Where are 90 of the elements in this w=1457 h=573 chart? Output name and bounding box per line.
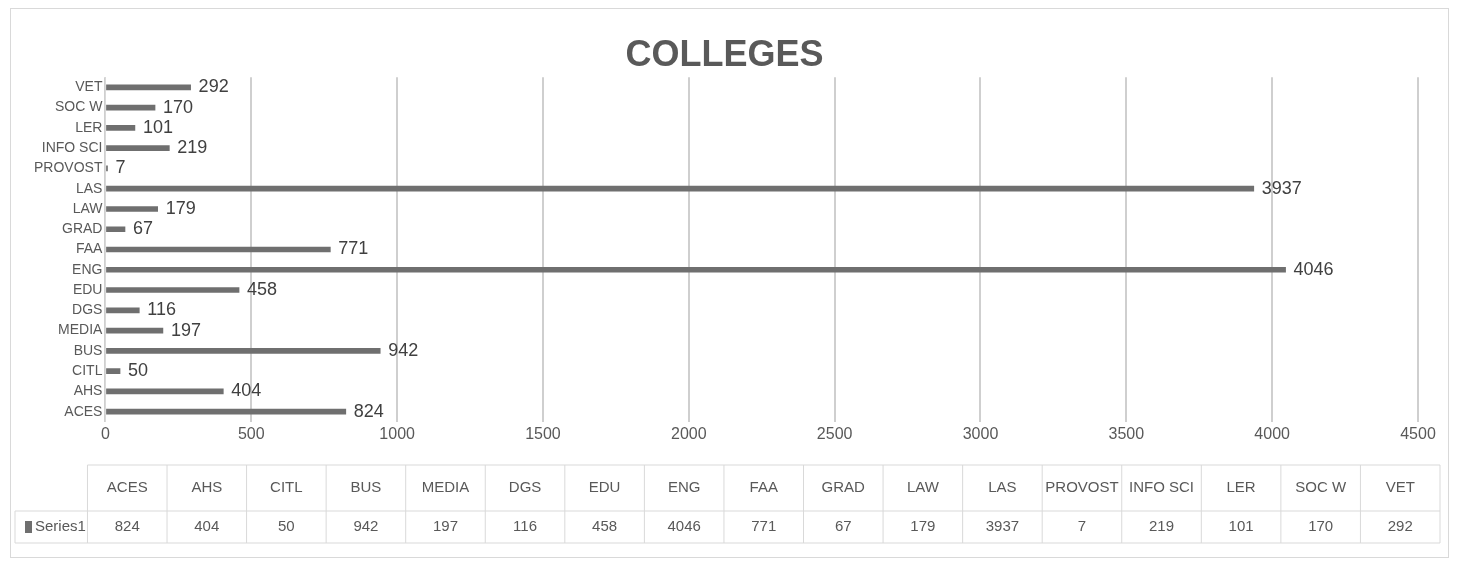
category-label: SOC W	[1295, 478, 1347, 496]
data-label: 219	[1149, 517, 1175, 535]
bar	[106, 206, 158, 212]
bar	[106, 145, 170, 151]
data-label: 101	[142, 116, 173, 137]
category-label: DGS	[508, 478, 542, 496]
y-tick-label: EDU	[72, 280, 103, 297]
x-tick-label: 4500	[1400, 424, 1436, 442]
y-tick-label: ACES	[64, 402, 103, 419]
y-tick-label: LER	[75, 118, 103, 135]
category-label: BUS	[350, 478, 382, 496]
data-label: 7	[1077, 517, 1087, 535]
data-label: 67	[133, 218, 154, 239]
y-tick-label: BUS	[73, 341, 103, 358]
category-label: FAA	[749, 478, 778, 496]
y-tick-label: FAA	[75, 240, 104, 257]
data-label: 197	[170, 319, 201, 340]
data-label: 942	[353, 517, 379, 535]
data-label: 824	[353, 400, 384, 421]
data-label: 404	[194, 517, 220, 535]
category-label: ACES	[106, 478, 148, 496]
bar	[106, 266, 1286, 273]
data-label: 170	[1308, 517, 1334, 535]
x-tick-label: 500	[237, 424, 265, 442]
bar	[106, 368, 121, 374]
y-tick-label: SOC W	[55, 98, 104, 115]
chart-title: COLLEGES	[625, 32, 824, 74]
data-label: 458	[247, 279, 278, 300]
category-label: GRAD	[821, 478, 866, 496]
bar	[106, 125, 136, 131]
x-tick-label: 3500	[1108, 424, 1145, 442]
x-tick-label: 1000	[379, 424, 416, 442]
data-label: 292	[198, 76, 229, 97]
x-tick-label: 2000	[671, 424, 707, 442]
category-label: LAW	[906, 478, 940, 496]
y-tick-label: LAS	[75, 179, 103, 196]
data-label: 116	[513, 517, 537, 535]
data-label: 771	[751, 517, 777, 535]
category-label: ENG	[667, 478, 701, 496]
data-label: 197	[432, 517, 458, 535]
bar	[106, 307, 140, 314]
data-label: 116	[147, 299, 176, 320]
y-tick-label: LAW	[72, 199, 104, 216]
y-tick-label: CITL	[72, 361, 103, 378]
y-tick-label: GRAD	[62, 220, 103, 237]
y-tick-label: INFO SCI	[41, 139, 103, 156]
y-tick-label: DGS	[72, 301, 103, 318]
data-label: 170	[163, 96, 194, 117]
data-label: 101	[1228, 517, 1254, 535]
category-label: INFO SCI	[1129, 478, 1195, 496]
bar	[106, 185, 1255, 192]
category-label: VET	[1385, 478, 1415, 496]
data-label: 458	[592, 517, 618, 535]
data-label: 292	[1387, 517, 1413, 535]
bar	[106, 226, 126, 233]
y-tick-label: PROVOST	[33, 159, 103, 176]
data-label: 771	[338, 238, 369, 259]
y-tick-label: VET	[75, 78, 103, 95]
data-label: 942	[388, 339, 419, 360]
data-label: 50	[278, 517, 295, 535]
y-tick-label: AHS	[73, 382, 103, 399]
data-label: 179	[910, 517, 936, 535]
data-label: 50	[128, 360, 149, 381]
data-label: 3937	[1261, 177, 1302, 198]
bar	[106, 348, 381, 354]
x-tick-label: 1500	[525, 424, 561, 442]
data-label: 67	[834, 517, 852, 535]
data-label: 3937	[985, 517, 1020, 535]
category-label: PROVOST	[1045, 478, 1119, 496]
x-tick-label: 3000	[962, 424, 999, 442]
data-label: 824	[114, 517, 140, 535]
category-label: AHS	[191, 478, 223, 496]
x-tick-label: 2500	[816, 424, 853, 442]
bar	[106, 287, 240, 293]
x-tick-label: 4000	[1254, 424, 1291, 442]
data-label: 179	[165, 197, 196, 218]
data-label: 7	[115, 157, 126, 178]
data-label: 404	[231, 380, 262, 401]
category-label: LAS	[988, 478, 1017, 496]
legend-label: Series1	[35, 517, 86, 535]
y-tick-label: ENG	[72, 260, 103, 277]
data-label: 4046	[667, 517, 701, 535]
category-label: EDU	[588, 478, 621, 496]
x-tick-label: 0	[101, 424, 110, 442]
data-label: 219	[177, 137, 208, 158]
category-label: CITL	[270, 478, 303, 496]
data-label: 4046	[1293, 258, 1334, 279]
y-tick-label: MEDIA	[58, 321, 104, 338]
category-label: MEDIA	[421, 478, 470, 496]
category-label: LER	[1226, 478, 1256, 496]
